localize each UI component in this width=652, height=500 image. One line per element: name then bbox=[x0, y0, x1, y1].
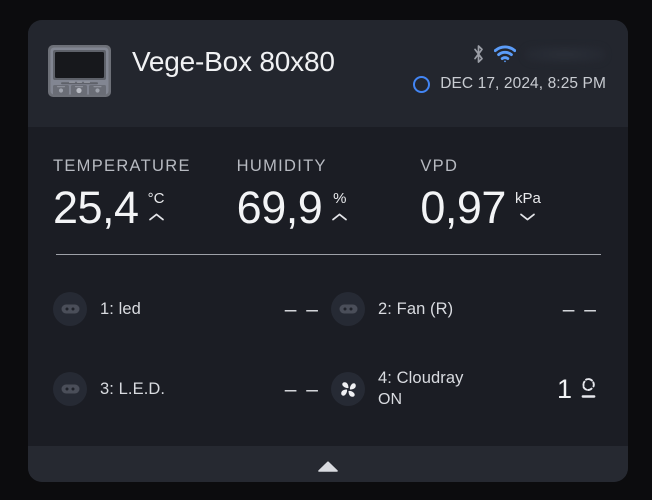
redacted-network-name bbox=[524, 45, 606, 63]
outlet-icon bbox=[331, 292, 365, 327]
chevron-up-icon bbox=[331, 209, 348, 221]
port-row-2[interactable]: 2: Fan (R) – – bbox=[328, 269, 606, 349]
port-value: 1 bbox=[556, 373, 598, 404]
fan-speed-icon bbox=[579, 376, 598, 402]
port-value-text: – – bbox=[284, 297, 320, 321]
card-header: Vege-Box 80x80 DEC 17, 2024, 8:25 PM bbox=[28, 20, 628, 127]
timestamp-row: DEC 17, 2024, 8:25 PM bbox=[413, 75, 606, 93]
metric-label: HUMIDITY bbox=[236, 157, 327, 175]
chevron-up-icon bbox=[148, 209, 165, 221]
outlet-icon bbox=[53, 292, 87, 327]
metric-vpd[interactable]: VPD 0,97 kPa bbox=[420, 157, 604, 230]
metric-label: TEMPERATURE bbox=[53, 157, 191, 175]
bluetooth-icon bbox=[471, 44, 486, 64]
port-row-1[interactable]: 1: led – – bbox=[50, 269, 328, 349]
metric-temperature[interactable]: TEMPERATURE 25,4 °C bbox=[53, 157, 237, 230]
ports-grid: 1: led – – 2: Fan (R) bbox=[28, 255, 628, 429]
metric-value: 25,4 bbox=[53, 182, 139, 233]
port-value-text: 1 bbox=[556, 373, 572, 404]
port-name: 4: Cloudray bbox=[378, 369, 464, 388]
device-card: Vege-Box 80x80 DEC 17, 2024, 8:25 PM bbox=[28, 20, 628, 482]
triangle-up-icon[interactable] bbox=[318, 459, 338, 472]
port-value: – – bbox=[285, 379, 320, 400]
metrics-row: TEMPERATURE 25,4 °C HUMIDITY bbox=[28, 127, 628, 230]
port-row-4[interactable]: 4: Cloudray ON 1 bbox=[328, 349, 606, 429]
metric-value: 0,97 bbox=[420, 182, 506, 233]
card-body: TEMPERATURE 25,4 °C HUMIDITY bbox=[28, 127, 628, 446]
port-value: – – bbox=[285, 299, 320, 320]
metric-unit: kPa bbox=[514, 190, 541, 207]
expand-handle-bar[interactable] bbox=[28, 446, 628, 482]
connection-status bbox=[471, 42, 606, 66]
port-name: 3: L.E.D. bbox=[100, 379, 166, 398]
outlet-icon bbox=[53, 372, 87, 407]
metric-unit: % bbox=[333, 190, 347, 207]
fan-icon bbox=[331, 372, 365, 407]
port-state: ON bbox=[378, 391, 402, 409]
chevron-down-icon bbox=[519, 209, 536, 221]
port-row-3[interactable]: 3: L.E.D. – – bbox=[50, 349, 328, 429]
port-name: 1: led bbox=[100, 299, 141, 318]
port-value-text: – – bbox=[284, 377, 320, 401]
timestamp-text: DEC 17, 2024, 8:25 PM bbox=[440, 75, 606, 92]
section-divider bbox=[56, 253, 601, 256]
wifi-icon bbox=[493, 45, 517, 63]
grow-controller-icon bbox=[47, 44, 112, 98]
metric-humidity[interactable]: HUMIDITY 69,9 % bbox=[237, 157, 421, 230]
port-value-text: – – bbox=[562, 297, 598, 321]
metric-value: 69,9 bbox=[236, 182, 323, 233]
port-name: 2: Fan (R) bbox=[378, 299, 454, 318]
metric-unit: °C bbox=[147, 190, 165, 207]
port-value: – – bbox=[563, 299, 598, 320]
circle-ring-icon bbox=[413, 75, 431, 93]
metric-label: VPD bbox=[420, 157, 459, 175]
device-title: Vege-Box 80x80 bbox=[132, 46, 335, 77]
